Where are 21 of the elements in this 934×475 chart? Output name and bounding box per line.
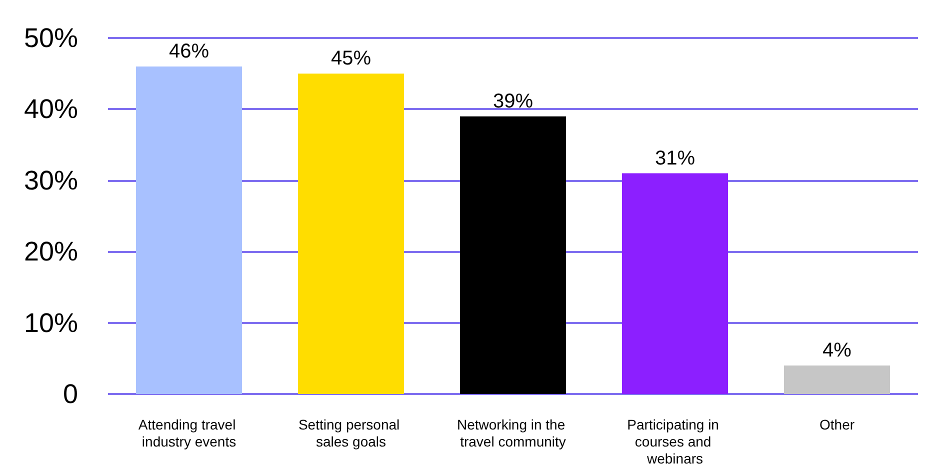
y-tick-label: 0 xyxy=(62,379,78,409)
y-tick-label: 40% xyxy=(24,94,78,124)
x-tick-label: Participating in courses and webinars xyxy=(627,416,723,466)
data-label: 31% xyxy=(654,147,696,170)
x-tick-label: Attending travel industry events xyxy=(138,416,240,450)
x-tick-label: Networking in the travel community xyxy=(456,416,570,450)
data-label: 46% xyxy=(168,40,210,62)
y-tick-label: 10% xyxy=(24,308,78,338)
y-tick-label: 20% xyxy=(24,236,78,267)
data-label: 39% xyxy=(492,90,534,112)
x-tick-label: Other xyxy=(819,416,855,432)
y-tick-label: 30% xyxy=(24,165,78,196)
bar xyxy=(622,173,728,394)
bar xyxy=(298,74,404,394)
x-tick-label: Setting personal sales goals xyxy=(298,416,404,450)
data-label: 4% xyxy=(822,340,852,362)
bar xyxy=(136,66,242,394)
y-tick-label: 50% xyxy=(24,23,78,53)
bar xyxy=(784,366,890,394)
bar xyxy=(460,116,566,394)
data-label: 45% xyxy=(330,48,372,70)
